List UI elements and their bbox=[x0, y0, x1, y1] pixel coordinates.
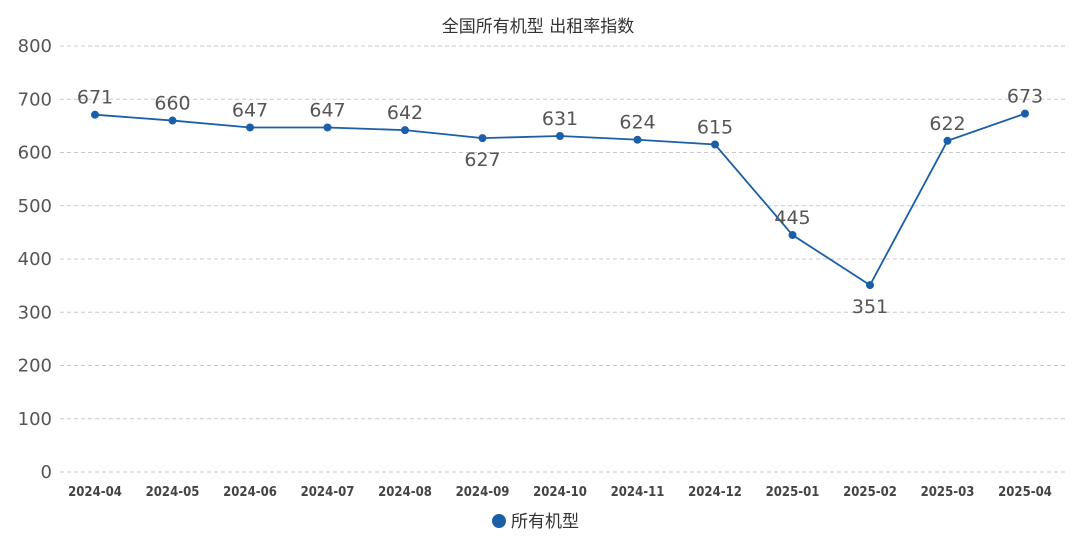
data-label: 631 bbox=[542, 108, 578, 130]
data-point[interactable] bbox=[711, 140, 719, 149]
data-point[interactable] bbox=[866, 281, 874, 290]
data-point[interactable] bbox=[1021, 109, 1029, 118]
data-label: 642 bbox=[387, 102, 423, 124]
data-point[interactable] bbox=[556, 131, 564, 140]
x-tick-label: 2024-08 bbox=[378, 485, 432, 500]
x-tick-label: 2024-04 bbox=[68, 485, 122, 500]
x-tick-label: 2024-09 bbox=[456, 485, 510, 500]
series-layer bbox=[91, 109, 1029, 290]
y-tick-label: 200 bbox=[18, 356, 52, 377]
x-tick-label: 2024-11 bbox=[611, 485, 665, 500]
data-point[interactable] bbox=[246, 123, 254, 132]
data-label: 351 bbox=[852, 296, 888, 318]
x-tick-label: 2024-10 bbox=[533, 485, 587, 500]
x-tick-label: 2025-04 bbox=[998, 485, 1052, 500]
data-label: 445 bbox=[774, 207, 810, 229]
data-label: 624 bbox=[619, 112, 655, 134]
y-tick-label: 500 bbox=[18, 196, 52, 217]
data-point[interactable] bbox=[91, 110, 99, 119]
data-point[interactable] bbox=[788, 231, 797, 240]
data-label: 627 bbox=[464, 149, 500, 171]
data-label: 671 bbox=[77, 87, 113, 109]
x-axis: 2024-04 2024-05 2024-06 2024-07 2024-08 2024-… bbox=[68, 485, 1052, 500]
y-tick-label: 100 bbox=[18, 409, 52, 430]
y-tick-label: 400 bbox=[18, 249, 52, 270]
x-tick-label: 2025-03 bbox=[921, 485, 975, 500]
data-label: 615 bbox=[697, 117, 733, 139]
data-label: 673 bbox=[1007, 86, 1043, 108]
x-tick-label: 2024-12 bbox=[688, 485, 742, 500]
data-point[interactable] bbox=[401, 126, 409, 135]
legend-marker bbox=[492, 514, 506, 528]
data-label: 647 bbox=[309, 99, 345, 121]
legend-label: 所有机型 bbox=[511, 512, 579, 532]
x-tick-label: 2025-01 bbox=[766, 485, 820, 500]
y-tick-label: 700 bbox=[18, 89, 52, 110]
x-tick-label: 2025-02 bbox=[843, 485, 897, 500]
y-tick-label: 300 bbox=[18, 302, 52, 323]
y-tick-label: 800 bbox=[18, 36, 52, 57]
chart-title: 全国所有机型 出租率指数 bbox=[442, 17, 634, 37]
x-tick-label: 2024-06 bbox=[223, 485, 277, 500]
data-label-layer: 671 660 647 647 642 627 631 624 615 445 351 622 673 bbox=[77, 86, 1043, 318]
data-label: 622 bbox=[929, 113, 965, 135]
data-label: 660 bbox=[154, 93, 190, 115]
data-point[interactable] bbox=[168, 116, 177, 125]
data-point[interactable] bbox=[323, 123, 332, 132]
data-label: 647 bbox=[232, 99, 268, 121]
data-point[interactable] bbox=[633, 135, 642, 144]
x-tick-label: 2024-05 bbox=[146, 485, 200, 500]
y-tick-label: 0 bbox=[41, 462, 52, 483]
x-tick-label: 2024-07 bbox=[301, 485, 355, 500]
legend[interactable]: 所有机型 bbox=[492, 512, 579, 532]
y-tick-label: 600 bbox=[18, 143, 52, 164]
data-point[interactable] bbox=[943, 136, 952, 145]
data-point[interactable] bbox=[478, 134, 487, 143]
y-axis: 0 100 200 300 400 500 600 700 800 bbox=[18, 36, 52, 483]
